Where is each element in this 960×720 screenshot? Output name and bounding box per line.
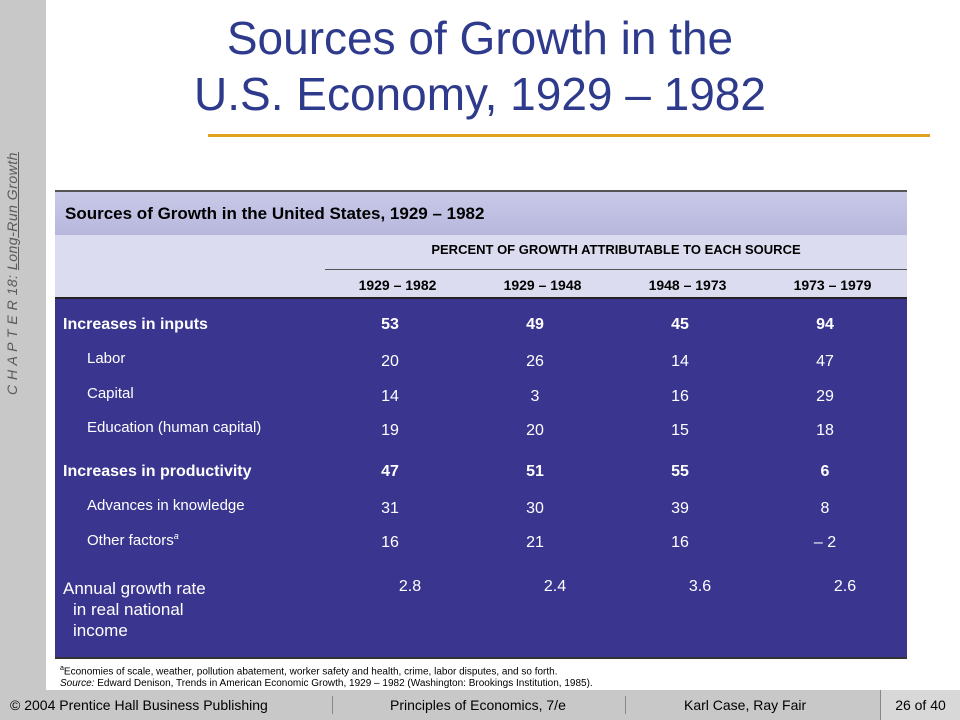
table-caption: Sources of Growth in the United States, … [65,204,485,223]
sidebar: C H A P T E R 18: Long-Run Growth [0,0,46,690]
column-header: 1929 – 1982 [358,277,437,293]
cell-value: 16 [381,534,399,551]
title-line-1: Sources of Growth in the [226,12,734,64]
cell-value: 51 [526,463,544,480]
footnote-marker: a [60,665,64,672]
cell-value: 31 [381,500,399,517]
table-row: Education (human capital) 19 20 15 18 [55,419,907,449]
cell-value: 16 [671,388,689,405]
footer-authors: Karl Case, Ray Fair [684,697,807,713]
cell-value: 8 [820,500,830,517]
footnote-marker: a [173,531,179,541]
table-row: Advances in knowledge 31 30 39 8 [55,497,907,527]
column-header: 1973 – 1979 [793,277,872,293]
title-underline [208,134,930,137]
row-label: Education (human capital) [87,419,262,436]
table-header: PERCENT OF GROWTH ATTRIBUTABLE TO EACH S… [55,235,907,297]
chapter-number: C H A P T E R 18: [4,274,20,395]
row-label-line: income [73,621,128,640]
cell-value: 94 [816,316,834,333]
column-header: 1929 – 1948 [503,277,582,293]
row-label: Increases in inputs [63,316,208,333]
cell-value: 2.4 [543,578,567,595]
source-text: Edward Denison, Trends in American Econo… [97,678,593,690]
chapter-topic: Long-Run Growth [4,152,20,271]
row-label: Advances in knowledge [87,497,245,514]
cell-value: 16 [671,534,689,551]
row-label: Increases in productivity [63,463,252,480]
cell-value: 47 [816,353,834,370]
sources-table: Sources of Growth in the United States, … [55,190,907,658]
table-row: Increases in productivity 47 51 55 6 [55,463,907,493]
cell-value: 20 [526,422,544,439]
footer-divider [625,696,626,714]
footer-book: Principles of Economics, 7/e [390,697,566,713]
cell-value: 21 [526,534,544,551]
footer-divider [332,696,333,714]
footer-copyright: © 2004 Prentice Hall Business Publishing [10,697,268,713]
cell-value: 18 [816,422,834,439]
cell-value: 26 [526,353,544,370]
cell-value: – 2 [813,534,837,551]
page-title: Sources of Growth in the U.S. Economy, 1… [170,10,790,122]
span-header: PERCENT OF GROWTH ATTRIBUTABLE TO EACH S… [431,242,801,257]
table-row: Labor 20 26 14 47 [55,350,907,380]
cell-value: 30 [526,500,544,517]
table-row: Increases in inputs 53 49 45 94 [55,316,907,346]
cell-value: 20 [381,353,399,370]
cell-value: 14 [671,353,689,370]
table-row: Other factorsa 16 21 16 – 2 [55,531,907,561]
row-label: Capital [87,385,134,402]
table-bottom-rule [55,657,907,659]
chapter-label: C H A P T E R 18: Long-Run Growth [4,152,20,395]
row-label-line: in real national [73,600,184,619]
cell-value: 2.6 [833,578,857,595]
row-label: Labor [87,350,126,367]
row-label-text: Other factors [87,532,174,549]
table-caption-bar: Sources of Growth in the United States, … [55,190,907,235]
cell-value: 39 [671,500,689,517]
title-line-2: U.S. Economy, 1929 – 1982 [194,68,766,120]
table-row: Capital 14 3 16 29 [55,385,907,415]
footer: © 2004 Prentice Hall Business Publishing… [0,690,960,720]
cell-value: 14 [381,388,399,405]
cell-value: 55 [671,463,689,480]
cell-value: 49 [526,316,544,333]
cell-value: 15 [671,422,689,439]
footnote-text: Economies of scale, weather, pollution a… [63,666,558,678]
page-number: 26 of 40 [880,690,960,720]
row-label-line: Annual growth rate [63,579,206,598]
cell-value: 53 [381,316,399,333]
source-label: Source: [60,678,95,690]
table-footnote: aEconomies of scale, weather, pollution … [60,663,900,690]
span-header-rule [325,269,907,270]
cell-value: 3 [530,388,540,405]
cell-value: 45 [671,316,689,333]
cell-value: 47 [381,463,399,480]
row-label: Other factorsa [87,531,179,549]
cell-value: 29 [816,388,834,405]
table-body: Increases in inputs 53 49 45 94 Labor 20… [55,297,907,657]
row-label: Annual growth rate in real national inco… [63,578,206,641]
cell-value: 2.8 [398,578,422,595]
table-row: Annual growth rate in real national inco… [55,578,907,648]
column-header: 1948 – 1973 [648,277,727,293]
cell-value: 3.6 [688,578,712,595]
cell-value: 6 [820,463,830,480]
cell-value: 19 [381,422,399,439]
